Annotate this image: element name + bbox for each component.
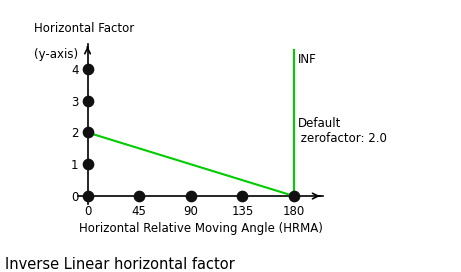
Point (136, 194, 143, 198)
Point (187, 194, 195, 198)
Text: Inverse Linear horizontal factor: Inverse Linear horizontal factor (5, 257, 234, 272)
Text: (y-axis): (y-axis) (35, 48, 78, 61)
Point (84, 67, 91, 71)
Point (84, 162, 91, 166)
Point (84, 194, 91, 198)
Point (239, 194, 246, 198)
Point (290, 194, 298, 198)
Text: Horizontal Factor: Horizontal Factor (35, 23, 135, 36)
X-axis label: Horizontal Relative Moving Angle (HRMA): Horizontal Relative Moving Angle (HRMA) (78, 222, 323, 235)
Point (84, 98, 91, 103)
Text: Default
 zerofactor: 2.0: Default zerofactor: 2.0 (297, 117, 387, 145)
Text: INF: INF (297, 53, 316, 66)
Point (84, 130, 91, 135)
